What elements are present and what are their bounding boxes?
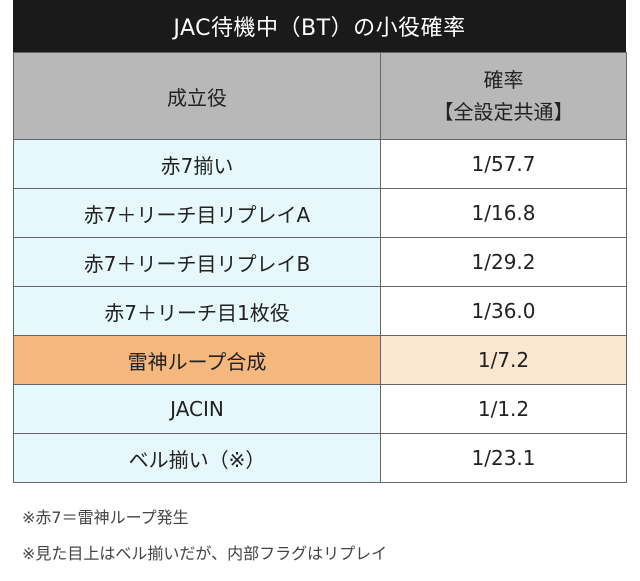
header-row: 成立役 確率 【全設定共通】 — [13, 52, 627, 140]
header-role: 成立役 — [13, 52, 381, 140]
role-cell: 赤7＋リーチ目リプレイB — [13, 237, 381, 287]
probability-cell: 1/1.2 — [380, 384, 627, 434]
probability-cell: 1/16.8 — [380, 188, 627, 238]
probability-cell: 1/7.2 — [380, 335, 627, 385]
table-row: 赤7＋リーチ目リプレイA 1/16.8 — [13, 188, 627, 238]
table-row: 赤7＋リーチ目1枚役 1/36.0 — [13, 286, 627, 336]
probability-cell: 1/23.1 — [380, 433, 627, 483]
header-probability: 確率 【全設定共通】 — [380, 52, 627, 140]
table-title: JAC待機中（BT）の小役確率 — [13, 0, 626, 52]
footnote: ※赤7＝雷神ループ発生 — [22, 508, 189, 527]
probability-table: JAC待機中（BT）の小役確率 成立役 確率 【全設定共通】 赤7揃い 1/57… — [13, 0, 627, 483]
role-cell: 赤7＋リーチ目リプレイA — [13, 188, 381, 238]
role-cell: 雷神ループ合成 — [13, 335, 381, 385]
header-probability-sublabel: 【全設定共通】 — [433, 100, 574, 124]
probability-cell: 1/29.2 — [380, 237, 627, 287]
footnote: ※見た目上はベル揃いだが、内部フラグはリプレイ — [22, 544, 388, 563]
role-cell: JACIN — [13, 384, 381, 434]
role-cell: 赤7＋リーチ目1枚役 — [13, 286, 381, 336]
role-cell: 赤7揃い — [13, 139, 381, 189]
table-row-highlight: 雷神ループ合成 1/7.2 — [13, 335, 627, 385]
probability-cell: 1/57.7 — [380, 139, 627, 189]
footnotes: ※赤7＝雷神ループ発生 ※見た目上はベル揃いだが、内部フラグはリプレイ — [22, 500, 387, 572]
probability-grid: 成立役 確率 【全設定共通】 赤7揃い 1/57.7 赤7＋リーチ目リプレイA … — [13, 52, 627, 483]
table-row: ベル揃い（※） 1/23.1 — [13, 433, 627, 483]
table-row: 赤7揃い 1/57.7 — [13, 139, 627, 189]
table-row: 赤7＋リーチ目リプレイB 1/29.2 — [13, 237, 627, 287]
probability-cell: 1/36.0 — [380, 286, 627, 336]
table-row: JACIN 1/1.2 — [13, 384, 627, 434]
header-probability-label: 確率 — [483, 68, 524, 92]
role-cell: ベル揃い（※） — [13, 433, 381, 483]
